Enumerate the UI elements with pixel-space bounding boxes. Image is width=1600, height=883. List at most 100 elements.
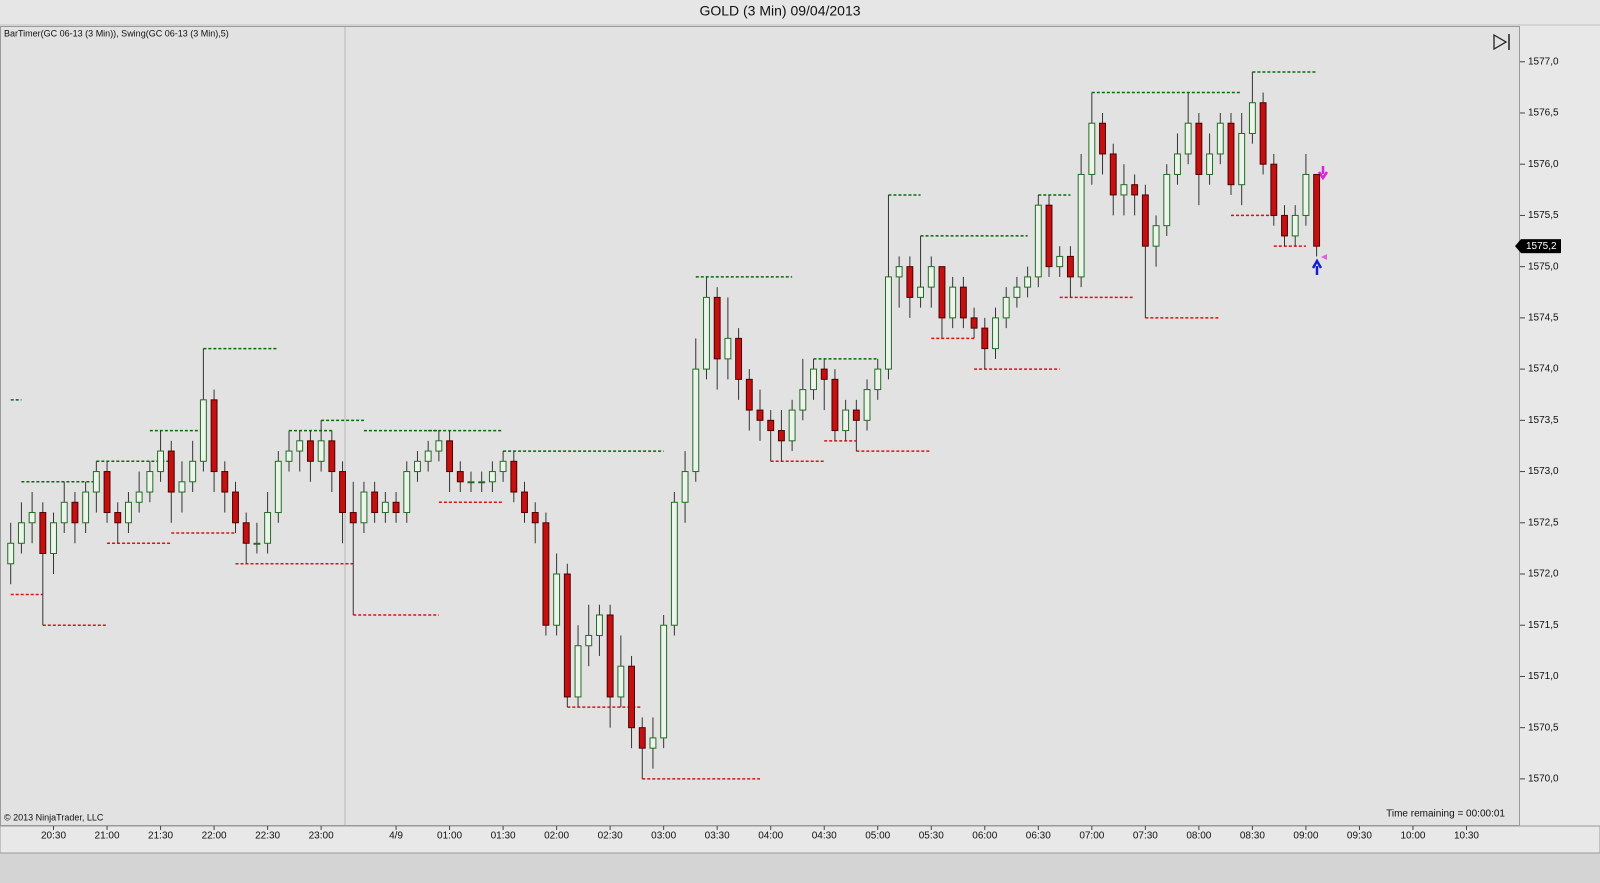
- candle-body-up: [403, 471, 411, 514]
- candle-body-up: [1088, 122, 1096, 175]
- x-tick-label: 02:00: [544, 831, 569, 842]
- candle-body-up: [28, 512, 36, 524]
- x-tick-label: 03:00: [651, 831, 676, 842]
- candle-body-down: [521, 491, 528, 514]
- scroll-end-button[interactable]: [1490, 32, 1514, 52]
- candle-body-down: [1099, 122, 1106, 155]
- candle-body-up: [917, 286, 925, 298]
- candle-body-down: [1141, 194, 1149, 247]
- candle-body-up: [1152, 225, 1160, 247]
- y-tick-label: 1574,5: [1528, 313, 1559, 324]
- candle-body-down: [1045, 204, 1053, 268]
- candle-body-down: [349, 512, 357, 524]
- candle-body-up: [92, 471, 100, 493]
- x-tick-label: 4/9: [389, 831, 403, 842]
- y-tick-label: 1570,5: [1528, 722, 1559, 733]
- candle-body-up: [1013, 286, 1021, 298]
- candle-body-up: [125, 501, 132, 524]
- candle-body-up: [799, 389, 807, 411]
- candle-body-down: [1281, 214, 1288, 237]
- x-tick-label: 21:30: [148, 831, 173, 842]
- indicator-label: BarTimer(GC 06-13 (3 Min)), Swing(GC 06-…: [4, 28, 229, 38]
- candle-body-down: [371, 491, 379, 514]
- x-tick-label: 05:30: [919, 831, 944, 842]
- x-tick-label: 01:00: [437, 831, 462, 842]
- chart-layer: 1570,0 1570,5 1571,0 1571,5 1572,0 1572,5 1573…: [7, 56, 1561, 842]
- copyright: © 2013 NinjaTrader, LLC: [4, 812, 104, 822]
- candle-body-up: [1291, 214, 1299, 237]
- candle-body-up: [885, 276, 892, 370]
- candle-body-up: [992, 317, 999, 350]
- y-tick-label: 1576,0: [1528, 159, 1559, 170]
- candle-body-up: [617, 665, 625, 698]
- candle-body-down: [1066, 255, 1074, 278]
- candle-body-up: [199, 399, 207, 462]
- candle-body-down: [745, 378, 753, 411]
- candle-body-down: [71, 501, 79, 524]
- candle-body-up: [488, 471, 496, 483]
- candle-body-up: [692, 368, 700, 473]
- time-axis-bg: [0, 825, 1600, 854]
- candle-body-down: [167, 450, 175, 493]
- candle-body-down: [638, 727, 646, 749]
- candle-body-up: [1002, 296, 1010, 319]
- candle-body-up: [17, 522, 25, 544]
- candle-body-down: [981, 327, 989, 350]
- candle-body-down: [210, 399, 218, 473]
- x-tick-label: 06:30: [1026, 831, 1051, 842]
- candle-body-down: [606, 614, 614, 698]
- candle-body-up: [360, 491, 368, 524]
- candle-body-up: [1206, 153, 1214, 175]
- y-tick-label: 1570,0: [1528, 774, 1559, 785]
- last-price-label: 1575,2: [1526, 241, 1557, 252]
- candle-body-down: [456, 471, 464, 483]
- buy-signal-arrow: [1311, 258, 1323, 275]
- y-tick-label: 1571,5: [1528, 620, 1559, 631]
- candle-body-down: [339, 471, 346, 514]
- candle-body-down: [1227, 122, 1235, 186]
- candle-body-up: [1163, 173, 1171, 227]
- candle-body-up: [1120, 184, 1128, 196]
- candle-body-up: [1238, 132, 1246, 186]
- x-tick-label: 04:00: [758, 831, 783, 842]
- candle-body-up: [274, 460, 282, 514]
- candle-body-down: [531, 512, 539, 524]
- y-tick-label: 1574,0: [1528, 364, 1559, 375]
- candle-body-up: [253, 542, 261, 545]
- candle-body-up: [703, 296, 710, 370]
- y-tick-label: 1573,5: [1528, 415, 1559, 426]
- y-tick-label: 1572,0: [1528, 569, 1559, 580]
- candle-body-up: [863, 389, 871, 421]
- candle-body-up: [724, 337, 732, 360]
- candle-body-up: [264, 512, 272, 544]
- candle-body-up: [285, 450, 293, 462]
- candle-body-down: [1131, 184, 1139, 196]
- x-tick-label: 20:30: [41, 831, 66, 842]
- candle-body-down: [906, 266, 914, 298]
- candle-body-up: [317, 440, 325, 462]
- x-tick-label: 05:00: [865, 831, 890, 842]
- candle-body-up: [1248, 102, 1256, 134]
- candle-body-up: [927, 266, 935, 288]
- y-tick-label: 1572,5: [1528, 517, 1559, 528]
- candle-body-up: [842, 409, 850, 432]
- candle-body-up: [499, 460, 507, 473]
- price-axis-bg: [1520, 26, 1600, 826]
- candle-body-down: [767, 419, 775, 432]
- x-tick-label: 02:30: [598, 831, 623, 842]
- candle-body-down: [735, 337, 743, 380]
- last-price-box: [1521, 239, 1561, 254]
- candle-body-up: [670, 501, 678, 626]
- scroll-end-icon[interactable]: [1493, 33, 1508, 51]
- candle-body-up: [435, 440, 443, 452]
- time-remaining: Time remaining = 00:00:01: [1386, 809, 1505, 820]
- candle-body-up: [414, 460, 421, 473]
- candle-body-up: [381, 501, 389, 514]
- candle-body-up: [1056, 255, 1064, 268]
- candle-body-up: [50, 522, 57, 555]
- chart-title: GOLD (3 Min) 09/04/2013: [699, 3, 860, 19]
- candle-body-down: [1259, 102, 1267, 165]
- candle-body-down: [713, 296, 721, 360]
